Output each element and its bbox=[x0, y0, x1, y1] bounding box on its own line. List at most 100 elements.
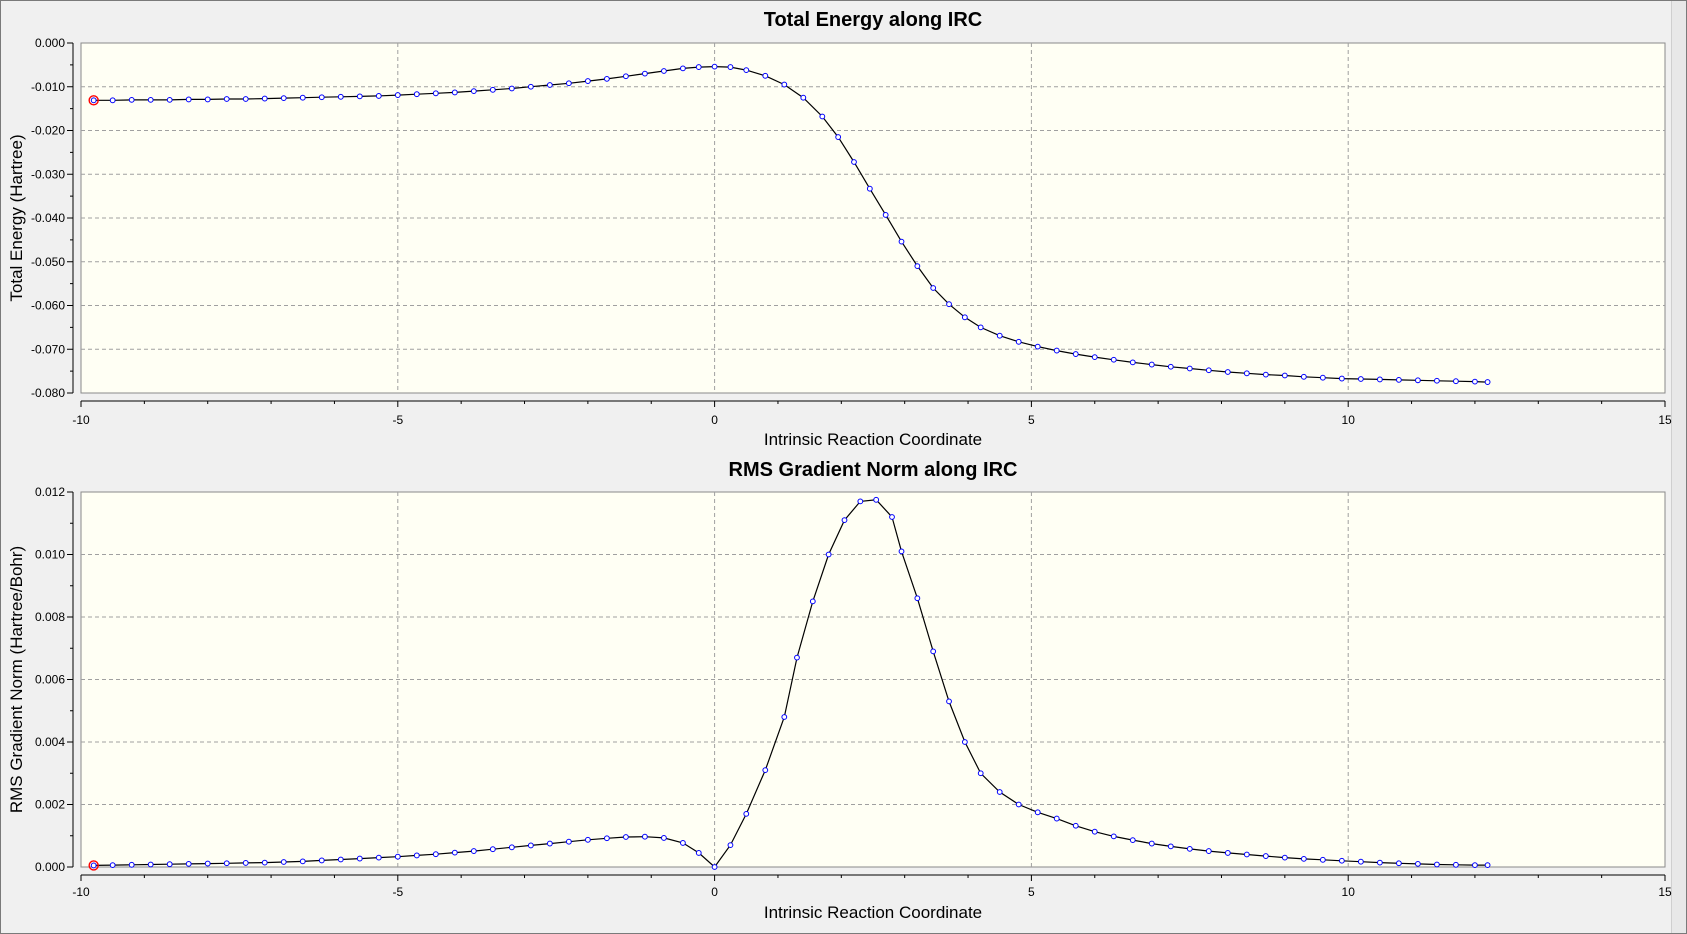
data-point bbox=[841, 517, 848, 524]
data-point bbox=[1091, 354, 1098, 361]
data-point bbox=[1472, 862, 1478, 869]
y-tick-label: 0.004 bbox=[35, 735, 65, 749]
data-point bbox=[642, 70, 648, 77]
data-point bbox=[1376, 859, 1383, 866]
data-point bbox=[1072, 351, 1079, 357]
data-point bbox=[873, 496, 880, 503]
data-point bbox=[1414, 377, 1421, 384]
data-point bbox=[375, 854, 382, 861]
data-point bbox=[546, 82, 553, 88]
data-point bbox=[337, 93, 344, 100]
data-point bbox=[223, 96, 230, 102]
data-point bbox=[1129, 837, 1136, 844]
data-point bbox=[1148, 840, 1155, 847]
data-point bbox=[727, 842, 734, 849]
data-point bbox=[1319, 374, 1326, 381]
data-point bbox=[204, 96, 211, 103]
x-tick-label: 15 bbox=[1658, 413, 1672, 427]
data-point bbox=[1053, 347, 1060, 354]
data-point bbox=[261, 859, 268, 866]
data-point bbox=[603, 835, 610, 842]
data-point bbox=[809, 598, 816, 605]
data-point bbox=[527, 83, 534, 90]
data-point bbox=[800, 94, 807, 101]
data-point bbox=[508, 844, 515, 851]
chart-title: Total Energy along IRC bbox=[764, 9, 983, 31]
y-tick-label: 0.012 bbox=[35, 485, 65, 499]
data-point bbox=[1395, 376, 1402, 383]
data-point bbox=[90, 862, 97, 869]
data-point bbox=[261, 95, 268, 102]
data-point bbox=[565, 838, 572, 845]
data-point bbox=[1224, 369, 1231, 375]
data-point bbox=[961, 314, 968, 321]
data-point bbox=[1091, 828, 1098, 835]
x-tick-label: 0 bbox=[711, 413, 718, 427]
data-point bbox=[299, 94, 306, 101]
data-point bbox=[337, 856, 344, 863]
data-point bbox=[882, 212, 889, 218]
data-point bbox=[280, 95, 287, 102]
data-point bbox=[451, 89, 458, 96]
data-point bbox=[914, 595, 921, 602]
data-point bbox=[489, 846, 496, 853]
data-point bbox=[1167, 363, 1174, 370]
data-point bbox=[109, 862, 116, 869]
data-point bbox=[680, 840, 686, 846]
data-point bbox=[1300, 855, 1307, 862]
data-point bbox=[280, 859, 287, 865]
vertical-scrollbar[interactable] bbox=[1671, 1, 1686, 933]
data-point bbox=[318, 857, 325, 864]
data-point bbox=[470, 848, 477, 854]
data-point bbox=[584, 836, 591, 843]
y-tick-label: 0.010 bbox=[35, 548, 65, 562]
data-point bbox=[318, 94, 325, 101]
data-point bbox=[996, 789, 1003, 795]
data-point bbox=[90, 97, 97, 104]
data-point bbox=[299, 858, 306, 865]
x-axis-label: Intrinsic Reaction Coordinate bbox=[764, 430, 982, 449]
data-point bbox=[147, 96, 154, 103]
data-point bbox=[223, 860, 230, 867]
y-tick-label: 0.000 bbox=[35, 860, 65, 874]
data-point bbox=[794, 654, 800, 661]
data-point bbox=[711, 864, 718, 870]
data-point bbox=[1262, 371, 1269, 378]
data-point bbox=[1224, 850, 1231, 856]
data-point bbox=[1167, 843, 1174, 850]
data-point bbox=[394, 92, 401, 98]
data-point bbox=[996, 332, 1003, 339]
selected-point-marker bbox=[88, 860, 99, 871]
data-point bbox=[680, 65, 686, 72]
data-point bbox=[1357, 376, 1364, 382]
y-tick-label: -0.010 bbox=[31, 80, 65, 94]
data-point bbox=[961, 739, 968, 745]
chart-panel-2: RMS Gradient Norm along IRC Intrinsic Rea… bbox=[7, 459, 1672, 922]
data-point bbox=[432, 851, 439, 858]
data-point bbox=[546, 840, 553, 847]
data-point bbox=[819, 113, 826, 120]
data-point bbox=[743, 67, 750, 74]
data-point bbox=[914, 263, 921, 270]
data-point bbox=[898, 238, 905, 245]
data-point bbox=[1205, 367, 1212, 374]
data-point bbox=[375, 93, 382, 99]
data-point bbox=[1300, 373, 1307, 380]
data-point bbox=[1319, 856, 1326, 863]
data-point bbox=[825, 551, 832, 558]
data-point bbox=[711, 63, 718, 70]
data-point bbox=[743, 810, 750, 817]
data-point bbox=[242, 96, 249, 102]
data-point bbox=[695, 850, 702, 856]
data-point bbox=[930, 285, 937, 291]
data-point bbox=[857, 498, 864, 505]
data-point bbox=[1015, 801, 1022, 808]
y-axis-label: Total Energy (Hartree) bbox=[7, 134, 26, 301]
data-point bbox=[1110, 833, 1117, 840]
data-point bbox=[898, 548, 905, 555]
data-point bbox=[622, 834, 629, 840]
data-point bbox=[508, 85, 515, 92]
data-point bbox=[166, 96, 173, 103]
y-tick-label: 0.008 bbox=[35, 610, 65, 624]
